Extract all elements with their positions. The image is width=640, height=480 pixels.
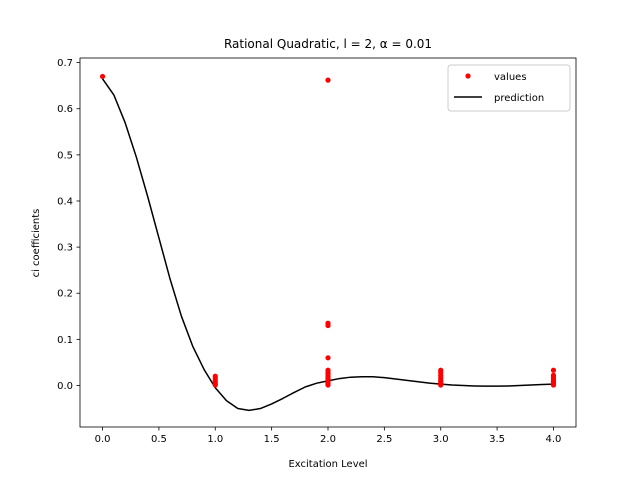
x-tick-label: 2.5 [376, 434, 392, 445]
legend-box [447, 64, 571, 112]
legend: values prediction [447, 64, 571, 112]
y-tick-label: 0.1 [57, 335, 73, 346]
data-point [438, 382, 444, 388]
data-point [550, 382, 557, 388]
x-tick-label: 1.0 [207, 434, 223, 445]
y-tick-label: 0.6 [57, 104, 73, 115]
x-tick-label: 2.0 [320, 434, 336, 445]
x-tick-label: 0.0 [95, 434, 111, 445]
y-tick-label: 0.5 [57, 150, 73, 161]
y-axis-label: ci coefficients [31, 209, 42, 278]
data-point [550, 367, 557, 373]
chart-title: Rational Quadratic, l = 2, α = 0.01 [224, 37, 432, 51]
y-tick-label: 0.3 [57, 243, 73, 254]
x-tick-label: 4.0 [546, 434, 562, 445]
x-tick-label: 3.0 [433, 434, 449, 445]
x-axis-label: Excitation Level [288, 459, 367, 470]
data-point [325, 355, 331, 361]
plot-area: 0.0 0.5 1.0 1.5 2.0 2.5 3.0 3.5 4.0 0.0 0.1 0.2 0.3 0… [57, 57, 577, 445]
x-tick-label: 0.5 [151, 434, 167, 445]
x-tick-label: 1.5 [264, 434, 280, 445]
data-point [212, 382, 218, 388]
legend-marker-values [465, 73, 471, 79]
y-tick-label: 0.2 [57, 289, 73, 300]
y-tick-label: 0.0 [57, 381, 73, 392]
y-tick-label: 0.4 [57, 196, 73, 207]
legend-label-prediction: prediction [494, 93, 544, 104]
data-point [99, 73, 106, 80]
data-point [325, 77, 331, 83]
legend-label-values: values [494, 72, 527, 83]
y-tick-label: 0.7 [57, 58, 73, 69]
data-point [325, 382, 331, 388]
data-point [325, 322, 331, 329]
x-tick-label: 3.5 [489, 434, 505, 445]
